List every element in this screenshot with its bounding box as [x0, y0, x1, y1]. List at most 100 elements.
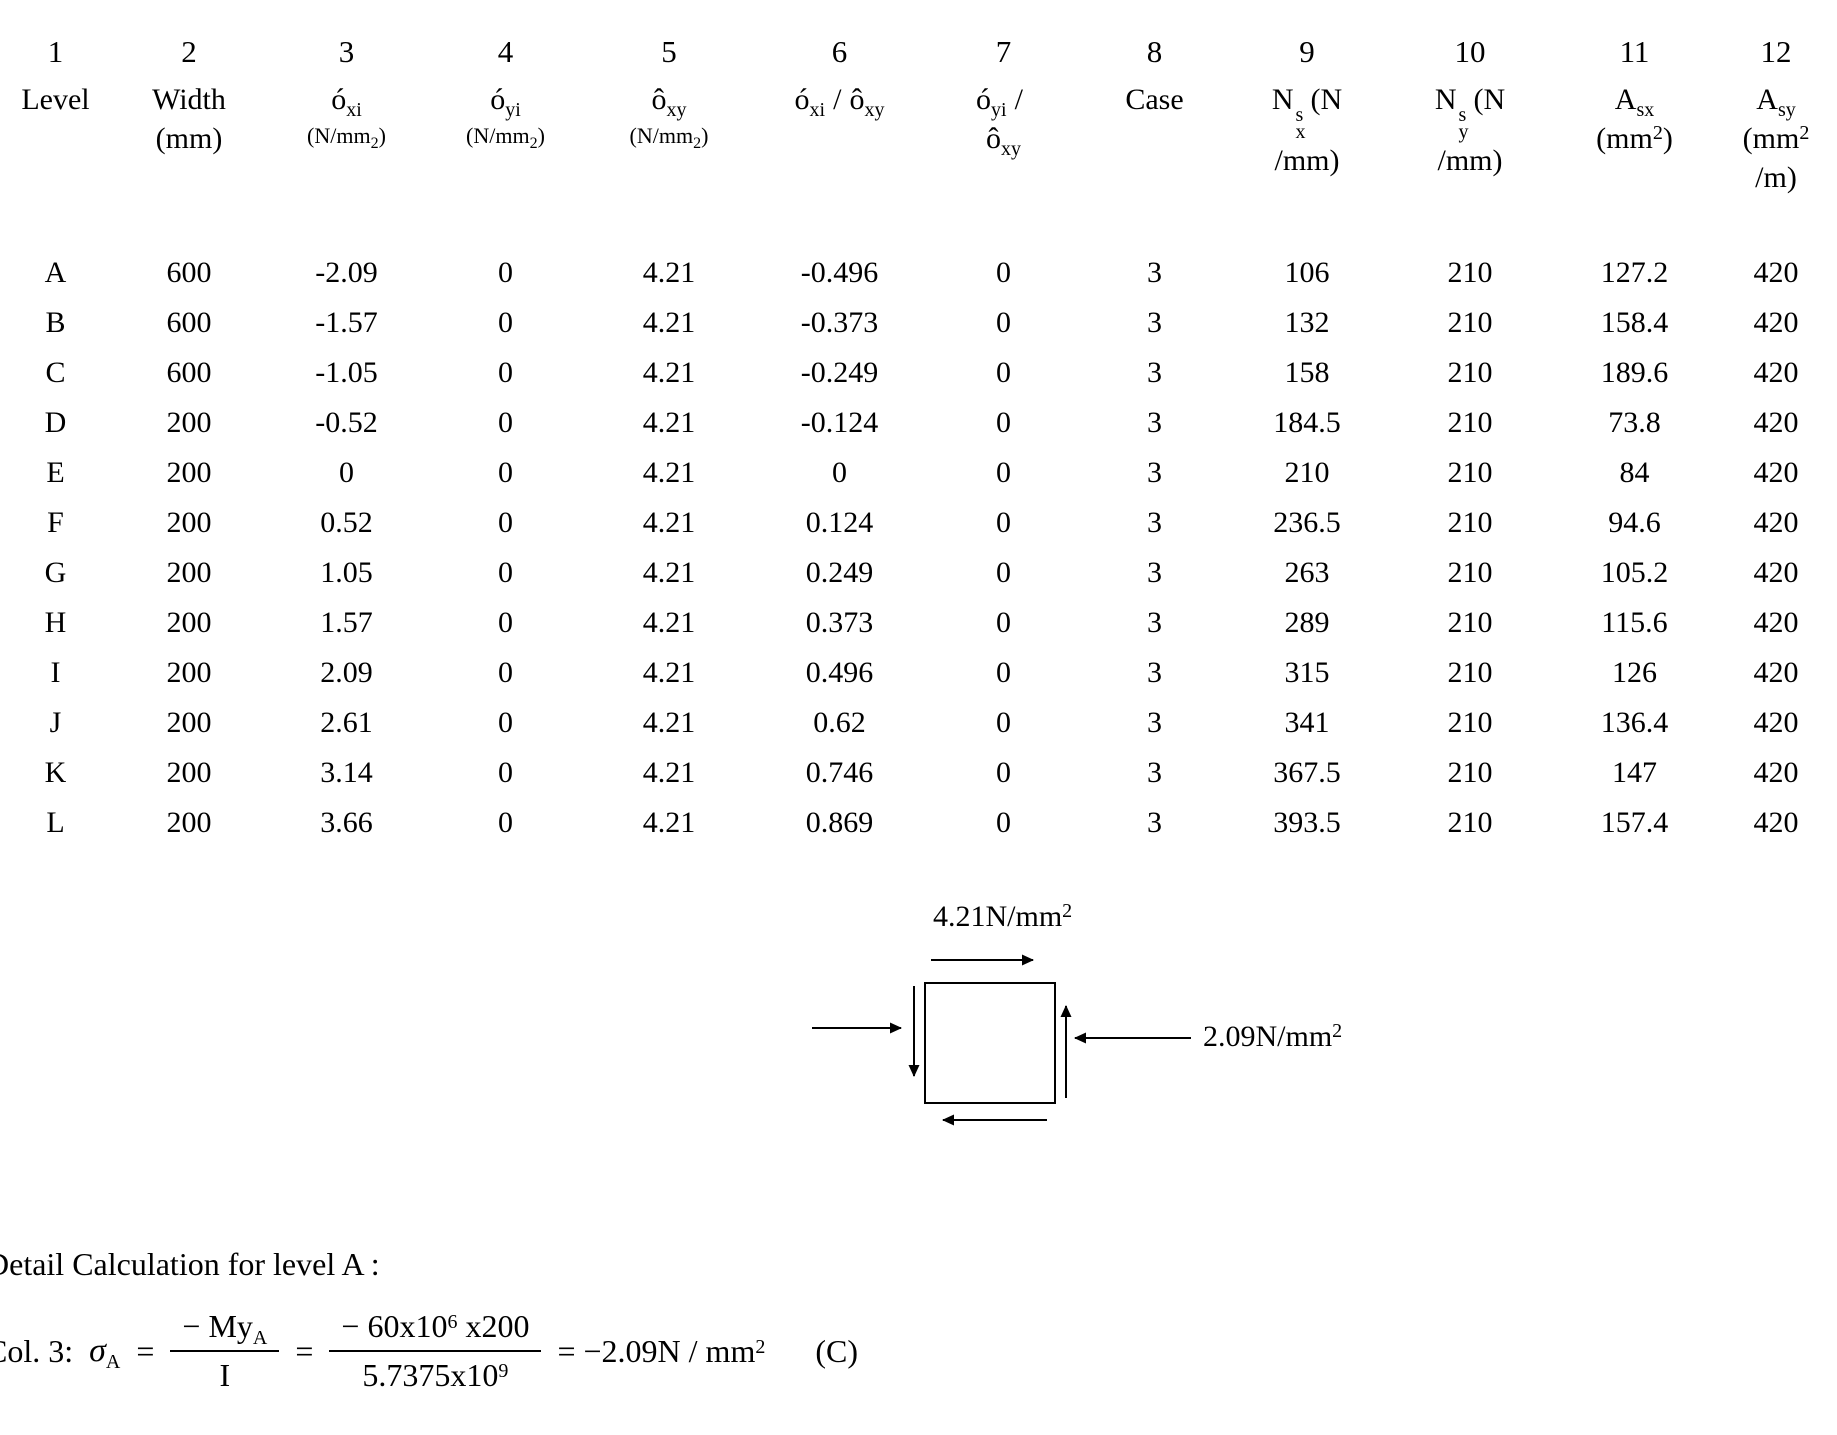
cell-nsy: 210: [1447, 656, 1493, 689]
cell-nsy: 210: [1447, 456, 1493, 489]
cell-ratio-yi-xy: 0: [996, 706, 1011, 739]
cell-ratio-xi-xy: -0.373: [800, 306, 879, 339]
cell-sigma-yi: 0: [498, 656, 513, 689]
denominator-text: 5.7375x10: [362, 1357, 499, 1393]
cell-sigma-xi: -1.57: [315, 306, 378, 339]
cell-tau-xy: 4.21: [642, 306, 696, 339]
n-unit-open: (N: [1310, 83, 1343, 116]
cell-ratio-xi-xy: 0.124: [805, 506, 874, 539]
cell-tau-xy: 4.21: [642, 456, 696, 489]
tau-xy-subscript: xy: [666, 99, 687, 121]
cell-level: A: [44, 256, 67, 289]
cell-nsy: 210: [1447, 606, 1493, 639]
unit-open: (N/mm: [307, 123, 371, 148]
unit-open: (N/mm: [629, 123, 694, 148]
table-row: G 200 1.05 0 4.21 0.249 0 3 263 210 105.…: [0, 548, 1837, 598]
cell-ratio-xi-xy: 0.746: [805, 756, 874, 789]
cell-ratio-xi-xy: 0.249: [805, 556, 874, 589]
cell-sigma-xi: 2.09: [320, 656, 373, 689]
cell-asx: 115.6: [1601, 606, 1668, 639]
compression-flag: (C): [815, 1332, 858, 1369]
a-glyph: A: [1614, 83, 1637, 116]
cell-asx: 157.4: [1600, 806, 1669, 839]
normal-stress-value: 2.09N/mm: [1203, 1020, 1333, 1053]
cell-tau-xy: 4.21: [642, 256, 696, 289]
cell-case: 3: [1147, 606, 1162, 639]
cell-width: 200: [166, 406, 212, 439]
unit-close: ): [1662, 122, 1673, 155]
cell-sigma-yi: 0: [498, 306, 513, 339]
slash: /: [1014, 83, 1023, 116]
cell-tau-xy: 4.21: [642, 706, 696, 739]
cell-ratio-xi-xy: 0.373: [805, 606, 874, 639]
table-body: A 600 -2.09 0 4.21 -0.496 0 3 106 210 12…: [0, 248, 1837, 848]
cell-nsx: 210: [1284, 456, 1330, 489]
tau-xy-subscript: xy: [1001, 138, 1021, 160]
cell-asx: 127.2: [1600, 256, 1669, 289]
col-number-12: 12: [1760, 34, 1792, 69]
cell-asx: 73.8: [1608, 406, 1661, 439]
cell-width: 200: [166, 706, 212, 739]
col-number-2: 2: [181, 34, 197, 69]
table-row: B 600 -1.57 0 4.21 -0.373 0 3 132 210 15…: [0, 298, 1837, 348]
unit-exponent: 2: [693, 135, 702, 152]
cell-tau-xy: 4.21: [642, 806, 696, 839]
table-row: E 200 0 0 4.21 0 0 3 210 210 84 420: [0, 448, 1837, 498]
cell-nsy: 210: [1447, 506, 1493, 539]
asx-subscript: sx: [1636, 99, 1655, 121]
cell-asy: 420: [1753, 806, 1799, 839]
tau-xy-unit: (N/mm2): [585, 122, 753, 152]
sigma-a-term: σA: [89, 1332, 121, 1373]
cell-asy: 420: [1753, 256, 1799, 289]
cell-nsy: 210: [1447, 256, 1493, 289]
n-glyph: N: [1434, 83, 1457, 116]
cell-nsy: 210: [1447, 306, 1493, 339]
col-number-6: 6: [831, 34, 848, 69]
unit-open: (mm: [1742, 122, 1800, 155]
cell-ratio-xi-xy: -0.249: [800, 356, 879, 389]
cell-case: 3: [1147, 356, 1162, 389]
numerator-exponent: 6: [447, 1311, 458, 1333]
sigma-xi-symbol: óxi: [267, 80, 426, 120]
cell-sigma-xi: 1.05: [320, 556, 373, 589]
cell-asy: 420: [1753, 406, 1799, 439]
fraction-numerator: − 60x106 x200: [329, 1308, 542, 1352]
header-tau-xy: ôxy (N/mm2): [585, 80, 753, 248]
sigma-yi-subscript: yi: [505, 99, 521, 121]
cell-sigma-yi: 0: [498, 456, 513, 489]
cell-ratio-xi-xy: -0.496: [800, 256, 879, 289]
cell-ratio-yi-xy: 0: [996, 806, 1011, 839]
stress-calculation-table: 1 2 3 4 5 6 7 8 9 10 11 12 Level Width (…: [0, 28, 1837, 848]
normal-stress-label: 2.09N/mm2: [1203, 1020, 1342, 1054]
header-case-label: Case: [1125, 83, 1184, 116]
table-row: A 600 -2.09 0 4.21 -0.496 0 3 106 210 12…: [0, 248, 1837, 298]
tau-glyph: ô: [986, 122, 1001, 155]
cell-asy: 420: [1753, 356, 1799, 389]
tau-glyph: ô: [651, 83, 667, 116]
sigma-a-subscript: A: [105, 1351, 121, 1373]
cell-level: L: [46, 806, 65, 839]
cell-asy: 420: [1753, 306, 1799, 339]
header-sigma-xi: óxi (N/mm2): [267, 80, 426, 248]
cell-level: J: [49, 706, 62, 739]
table-row: H 200 1.57 0 4.21 0.373 0 3 289 210 115.…: [0, 598, 1837, 648]
asy-symbol: Asy: [1715, 80, 1837, 120]
header-ratio-yi-xy: óyi / ôxy: [926, 80, 1081, 248]
superscript-s: s: [1295, 104, 1304, 126]
ratio-xi-xy-symbol: óxi / ôxy: [753, 80, 926, 120]
col-number-8: 8: [1146, 34, 1163, 69]
fraction-numerator: − MyA: [170, 1308, 280, 1352]
n-glyph: N: [1271, 83, 1294, 116]
cell-tau-xy: 4.21: [642, 756, 696, 789]
cell-sigma-yi: 0: [498, 356, 513, 389]
unit-exponent: 2: [1799, 122, 1810, 144]
shear-stress-value: 4.21N/mm: [933, 900, 1063, 933]
cell-nsy: 210: [1447, 406, 1493, 439]
col-number-11: 11: [1619, 34, 1650, 69]
header-width-label: Width: [152, 83, 226, 116]
col-number-4: 4: [497, 34, 514, 69]
sigma-yi-unit: (N/mm2): [426, 122, 585, 152]
cell-asx: 189.6: [1600, 356, 1669, 389]
